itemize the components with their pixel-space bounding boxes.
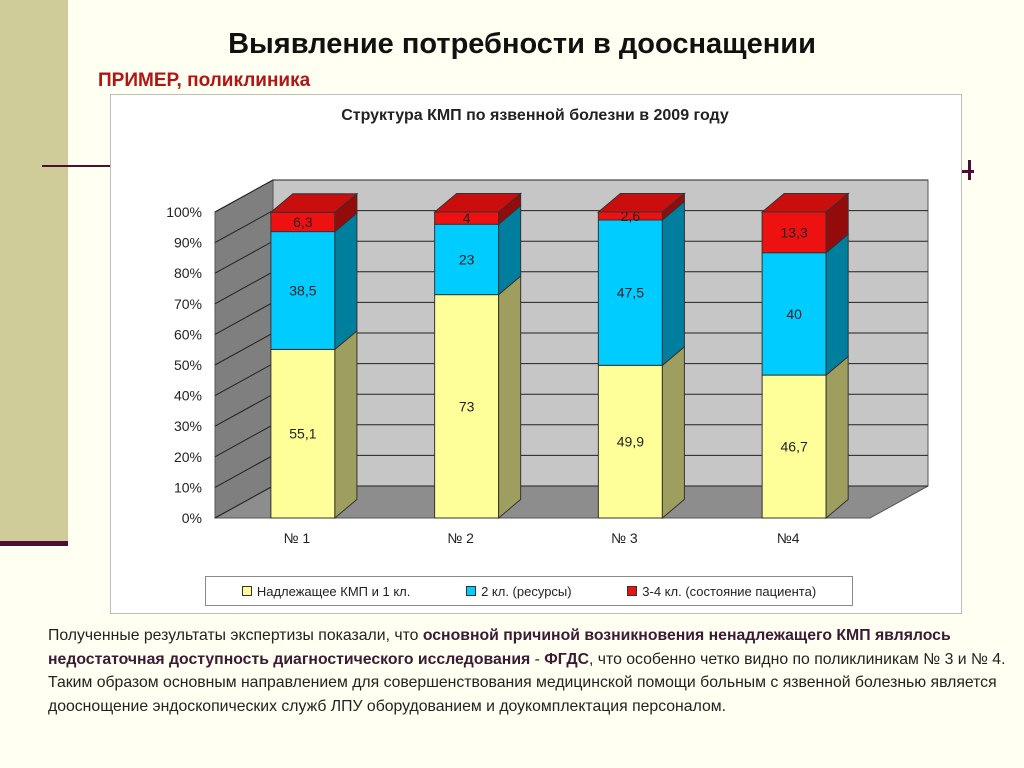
bar-3-top — [597, 192, 686, 213]
data-label-2-2: 23 — [459, 251, 475, 267]
conclusion-paragraph: Полученные результаты экспертизы показал… — [48, 624, 1018, 718]
bar-2-top — [433, 192, 523, 213]
y-tick-label-3: 30% — [174, 418, 202, 434]
x-tick-label-2: № 2 — [447, 530, 474, 546]
bar-1-segment-1-side — [334, 329, 358, 520]
conclusion-emphasis-1: основной причиной возникновения ненадлеж… — [48, 627, 951, 668]
y-tick-label-10: 100% — [166, 204, 202, 220]
bar-4-segment-2-side — [825, 233, 849, 377]
legend-item-1: Надлежащее КМП и 1 кл. — [241, 583, 411, 599]
gridline-10 — [214, 179, 928, 213]
y-tick-label-9: 90% — [174, 235, 202, 251]
x-tick-label-4: №4 — [777, 530, 800, 546]
slide-title: Выявление потребности в дооснащении — [228, 28, 816, 60]
chart-plot: 0% 10% 20% 30% 40% 50% 60% 70% 80% 90% 100% 55,1 38,… — [166, 179, 929, 546]
slide-subtitle: ПРИМЕР, поликлиника — [98, 70, 311, 91]
decor-line-right — [958, 170, 974, 173]
conclusion-text-2: - — [530, 650, 545, 668]
y-tick-label-7: 70% — [174, 296, 202, 312]
bar-2-segment-1-side — [498, 274, 522, 520]
x-tick-label-1: № 1 — [284, 530, 311, 546]
left-decor-band — [0, 0, 68, 545]
legend-swatch-2 — [466, 586, 477, 596]
conclusion-text-1: Полученные результаты экспертизы показал… — [48, 627, 423, 644]
legend-item-3: 3-4 кл. (состояние пациента) — [627, 584, 816, 599]
data-label-1-1: 55,1 — [289, 426, 316, 442]
data-label-3-2: 47,5 — [617, 285, 644, 301]
bar-1-top — [269, 193, 359, 213]
decor-tick-right — [968, 160, 971, 180]
conclusion-emphasis-2: ФГДС — [544, 650, 590, 668]
bar-4-top — [760, 192, 850, 213]
data-label-3-1: 49,9 — [617, 434, 644, 450]
data-label-2-1: 73 — [459, 398, 475, 414]
conclusion-text-3: , что особенно четко видно по поликлиник… — [48, 650, 1006, 715]
data-label-4-3: 13,3 — [781, 224, 808, 240]
legend-label-2: 2 кл. (ресурсы) — [481, 583, 572, 599]
y-tick-label-1: 10% — [174, 479, 202, 495]
chart-legend: Надлежащее КМП и 1 кл. 2 кл. (ресурсы) 3… — [205, 576, 853, 606]
data-label-4-1: 46,7 — [781, 439, 808, 455]
legend-item-2: 2 кл. (ресурсы) — [466, 584, 572, 599]
data-label-1-3: 6,3 — [293, 214, 313, 230]
y-tick-label-2: 20% — [174, 449, 202, 465]
bar-3-segment-2 — [597, 219, 663, 366]
legend-label-3: 3-4 кл. (состояние пациента) — [642, 583, 817, 599]
y-tick-label-4: 40% — [174, 388, 202, 404]
bar-4-segment-3 — [761, 211, 827, 254]
bar-2-segment-1 — [434, 294, 500, 519]
left-band-underline — [0, 541, 68, 546]
legend-swatch-1 — [241, 586, 252, 596]
legend-label-1: Надлежащее КМП и 1 кл. — [256, 583, 411, 599]
bar-4-segment-1 — [761, 374, 827, 519]
data-label-4-2: 40 — [786, 306, 802, 322]
bar-3-segment-2-side — [661, 200, 685, 367]
x-tick-label-3: № 3 — [611, 530, 638, 546]
bar-4-segment-1-side — [825, 355, 849, 520]
bar-1-segment-2-side — [334, 211, 358, 351]
data-label-2-3: 4 — [463, 210, 471, 226]
data-label-1-2: 38,5 — [289, 282, 316, 298]
bar-3-segment-1 — [597, 364, 663, 519]
legend-swatch-3 — [627, 586, 638, 596]
y-tick-label-5: 50% — [174, 357, 202, 373]
y-tick-label-0: 0% — [182, 510, 202, 526]
y-tick-label-8: 80% — [174, 265, 202, 281]
decor-line-left — [42, 165, 112, 167]
bar-3-segment-1-side — [661, 345, 685, 520]
bar-4-segment-2 — [761, 252, 827, 376]
chart-title: Структура КМП по язвенной болезни в 2009… — [341, 107, 729, 124]
y-tick-label-6: 60% — [174, 326, 202, 342]
